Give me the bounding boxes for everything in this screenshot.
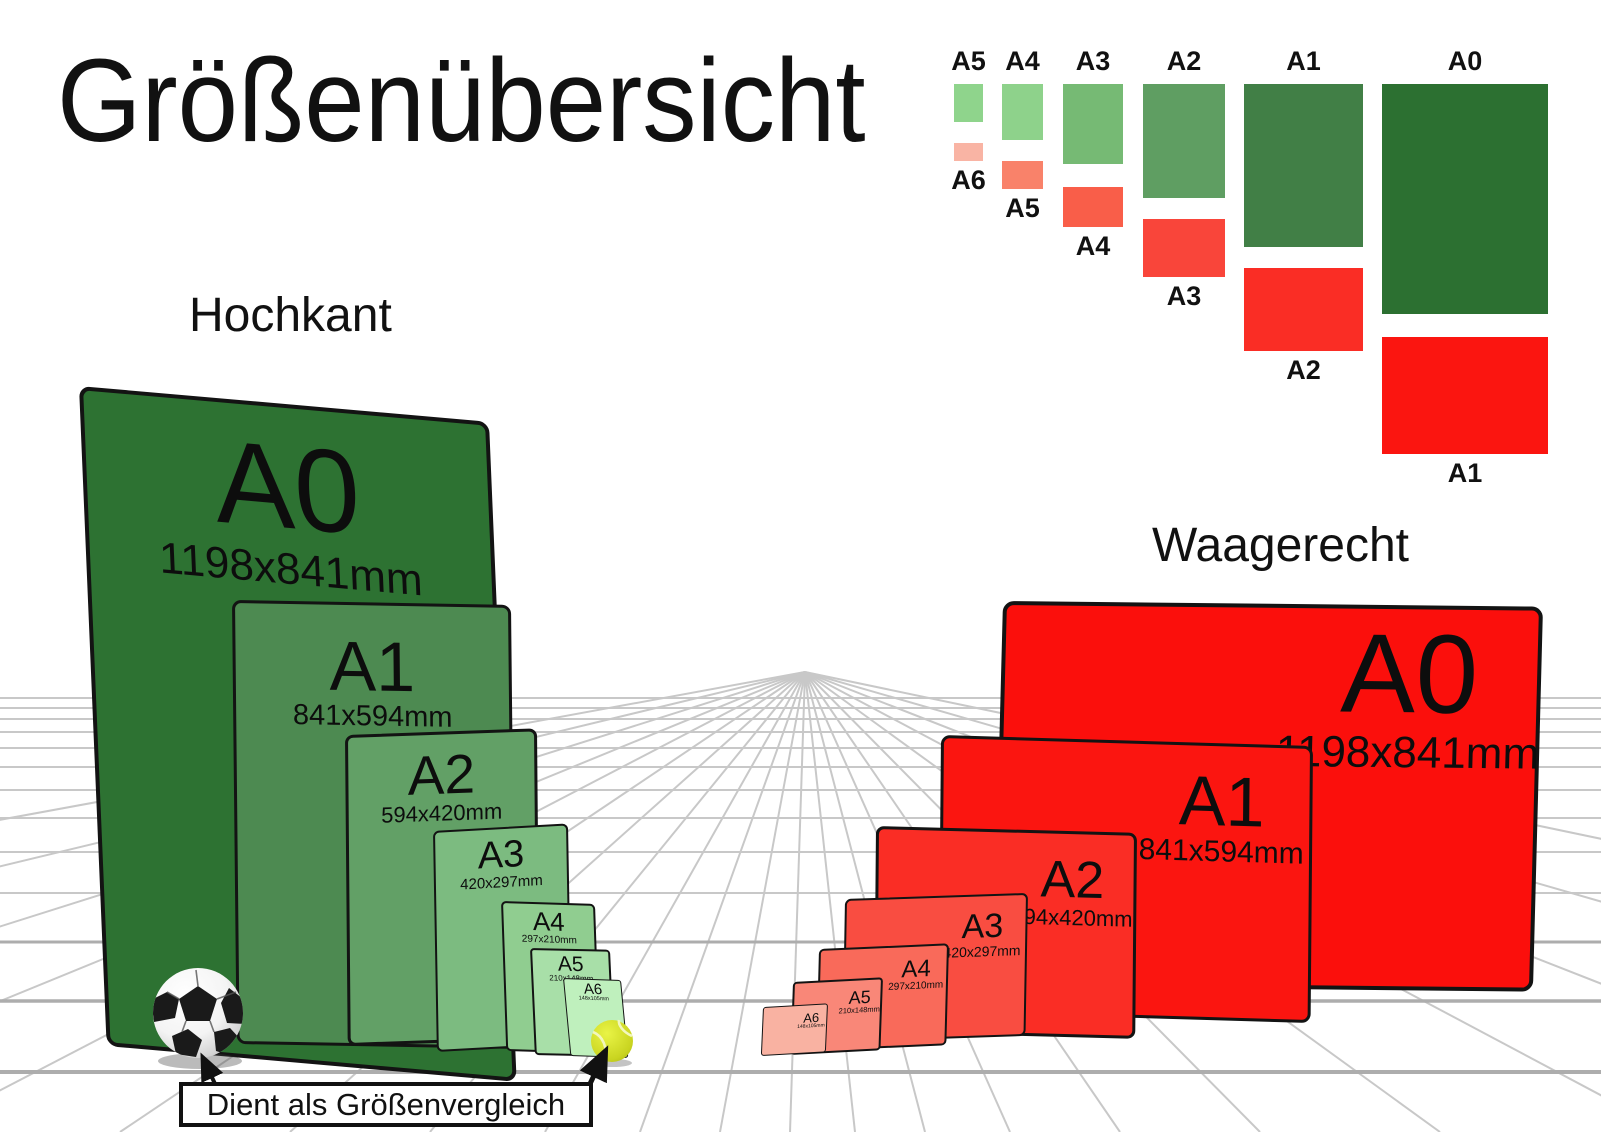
- sheet-label: A0: [1339, 610, 1480, 737]
- size-chart-portrait-label: A4: [1005, 46, 1040, 76]
- size-chart-column: A1 A2: [1244, 46, 1363, 496]
- landscape-swatch: [1063, 187, 1123, 227]
- section-title-waagerecht: Waagerecht: [1152, 519, 1410, 572]
- size-chart-column: A5 A6: [951, 46, 986, 496]
- sheet-dims: 148x105mm: [578, 995, 610, 1003]
- size-chart-portrait-label: A0: [1447, 46, 1483, 76]
- sheet-label: A1: [1178, 761, 1265, 842]
- size-chart-landscape-label: A1: [1447, 458, 1483, 488]
- size-chart-column: A4 A5: [1002, 46, 1043, 496]
- sheet-dims: 420x297mm: [943, 941, 1021, 961]
- portrait-swatch: [1063, 84, 1123, 164]
- size-chart-portrait-label: A3: [1075, 46, 1111, 76]
- portrait-swatch: [1002, 84, 1043, 140]
- landscape-swatch: [1002, 161, 1043, 189]
- size-chart-landscape-label: A2: [1286, 355, 1321, 385]
- landscape-swatch: [1143, 219, 1225, 277]
- portrait-swatch: [1143, 84, 1225, 198]
- sheet-label: A4: [532, 905, 566, 937]
- sheet-dims: 148x105mm: [797, 1022, 825, 1031]
- portrait-swatch: [954, 84, 983, 122]
- size-chart-landscape-label: A6: [951, 165, 986, 195]
- sheet-dims: 210x148mm: [838, 1004, 881, 1016]
- portrait-swatch: [1244, 84, 1363, 247]
- sheet-dims: 841x594mm: [292, 699, 453, 735]
- sheet-label: A1: [328, 626, 416, 707]
- note-box: Dient als Größenvergleich: [179, 1082, 593, 1127]
- size-chart-portrait-label: A5: [951, 46, 986, 76]
- page-title: Größenübersicht: [57, 35, 866, 167]
- section-title-hochkant: Hochkant: [189, 289, 392, 342]
- landscape-swatch: [954, 143, 983, 161]
- size-chart-column: A2 A3: [1143, 46, 1225, 496]
- sheet-label: A3: [961, 906, 1004, 947]
- landscape-swatch: [1244, 268, 1363, 351]
- sheet-dims: 841x594mm: [1138, 833, 1304, 872]
- size-chart-portrait-label: A2: [1166, 46, 1202, 76]
- sheet-label: A5: [557, 952, 585, 977]
- sheet-dims: 297x210mm: [887, 979, 944, 994]
- size-chart-portrait-label: A1: [1286, 46, 1321, 76]
- size-chart-column: A3 A4: [1063, 46, 1123, 496]
- size-chart: A5 A6 A4 A5 A3 A4 A2 A3 A1 A2 A0 A1: [940, 46, 1570, 496]
- portrait-swatch: [1382, 84, 1548, 314]
- tennis-ball-icon: [591, 1019, 633, 1067]
- landscape-swatch: [1382, 337, 1548, 454]
- soccer-ball-icon: [153, 968, 243, 1069]
- size-chart-landscape-label: A3: [1166, 281, 1202, 311]
- landscape-sheet-a6: A6 148x105mm: [760, 1003, 828, 1056]
- sheet-dims: 297x210mm: [521, 933, 578, 946]
- sheet-label: A2: [407, 742, 476, 807]
- size-chart-landscape-label: A5: [1005, 193, 1040, 223]
- size-chart-column: A0 A1: [1382, 46, 1548, 496]
- size-chart-landscape-label: A4: [1075, 231, 1111, 261]
